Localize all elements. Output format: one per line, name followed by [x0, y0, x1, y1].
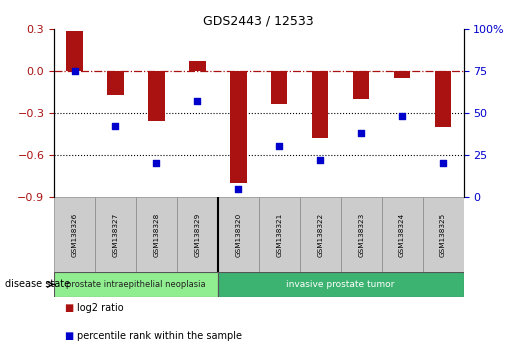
Bar: [312, 71, 329, 138]
Text: disease state: disease state: [5, 279, 70, 290]
Point: [234, 185, 243, 191]
Point: [439, 160, 447, 166]
Bar: [422, 197, 464, 272]
Bar: [66, 32, 83, 71]
Text: GSM138320: GSM138320: [235, 212, 242, 257]
Bar: [218, 197, 259, 272]
Point: [71, 68, 79, 74]
Text: GSM138326: GSM138326: [72, 212, 78, 257]
Bar: [218, 272, 464, 297]
Text: log2 ratio: log2 ratio: [77, 303, 124, 313]
Bar: [394, 71, 410, 78]
Bar: [189, 61, 205, 71]
Text: invasive prostate tumor: invasive prostate tumor: [286, 280, 395, 289]
Text: ■: ■: [64, 303, 74, 313]
Point: [152, 160, 161, 166]
Title: GDS2443 / 12533: GDS2443 / 12533: [203, 15, 314, 28]
Bar: [54, 197, 95, 272]
Text: ■: ■: [64, 331, 74, 341]
Text: GSM138328: GSM138328: [153, 212, 160, 257]
Point: [193, 98, 201, 104]
Text: GSM138323: GSM138323: [358, 212, 364, 257]
Text: percentile rank within the sample: percentile rank within the sample: [77, 331, 242, 341]
Point: [275, 144, 283, 149]
Bar: [230, 71, 247, 183]
Point: [398, 113, 406, 119]
Text: prostate intraepithelial neoplasia: prostate intraepithelial neoplasia: [66, 280, 206, 289]
Bar: [95, 197, 136, 272]
Bar: [382, 197, 422, 272]
Point: [111, 124, 119, 129]
Point: [357, 130, 365, 136]
Point: [316, 157, 324, 163]
Text: GSM138324: GSM138324: [399, 212, 405, 257]
Text: GSM138325: GSM138325: [440, 212, 446, 257]
Bar: [271, 71, 287, 104]
Bar: [107, 71, 124, 95]
Bar: [177, 197, 218, 272]
Bar: [148, 71, 165, 121]
Bar: [300, 197, 341, 272]
Text: GSM138322: GSM138322: [317, 212, 323, 257]
Text: GSM138321: GSM138321: [276, 212, 282, 257]
Bar: [341, 197, 382, 272]
Bar: [136, 197, 177, 272]
Text: GSM138329: GSM138329: [194, 212, 200, 257]
Bar: [435, 71, 451, 127]
Bar: [353, 71, 369, 99]
Bar: [259, 197, 300, 272]
Bar: [54, 272, 218, 297]
Text: GSM138327: GSM138327: [112, 212, 118, 257]
